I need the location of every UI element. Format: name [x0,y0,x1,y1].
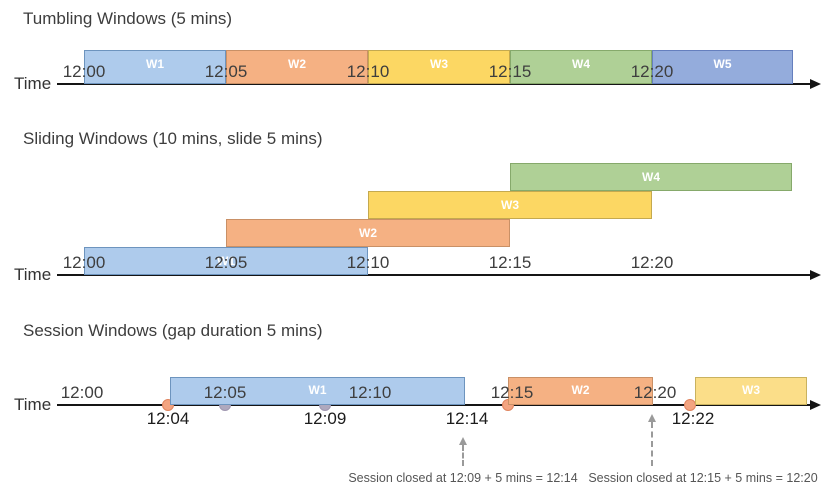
tick-label: 12:10 [348,383,392,402]
window-box-w4: W4 [510,50,652,84]
session-close-note: Session closed at 12:15 + 5 mins = 12:20 [588,471,818,485]
window-box-w1: W1 [170,377,465,405]
window-label: W1 [217,254,235,268]
tick-label: 12:20 [630,253,674,272]
window-box-w3: W3 [368,50,510,84]
window-label: W3 [430,57,448,71]
time-axis-line [57,83,810,85]
window-label: W4 [572,57,590,71]
event-time-label: 12:09 [303,409,347,428]
axis-arrowhead-icon [810,270,821,280]
tick-label: 12:05 [204,62,248,81]
tick-label: 12:00 [60,383,104,402]
tick-label: 12:20 [630,62,674,81]
window-box-w5: W5 [652,50,793,84]
window-box-w4: W4 [510,163,792,191]
event-dot [684,399,696,411]
tick-label: 12:10 [346,253,390,272]
window-label: W2 [288,57,306,71]
window-label: W1 [146,57,164,71]
window-label: W1 [308,383,327,397]
event-time-label: 12:22 [671,409,715,428]
time-axis-line [57,404,810,406]
time-axis-line [57,274,810,276]
time-axis-label: Time [14,74,52,93]
tick-label: 12:15 [488,253,532,272]
window-box-w2: W2 [508,377,653,405]
session-title: Session Windows (gap duration 5 mins) [23,321,323,340]
tick-label: 12:00 [62,62,106,81]
event-time-label: 12:14 [445,409,489,428]
tick-label: 12:15 [490,383,534,402]
window-box-w2: W2 [226,219,510,247]
window-box-w1: W1 [84,247,368,275]
tick-label: 12:05 [204,253,248,272]
tick-label: 12:05 [203,383,247,402]
window-box-w3: W3 [368,191,652,219]
session-close-arrow-head [459,437,467,445]
time-axis-label: Time [14,265,52,284]
window-box-w1: W1 [84,50,226,84]
window-label: W5 [713,57,732,71]
session-close-note: Session closed at 12:09 + 5 mins = 12:14 [348,471,578,485]
tumbling-title: Tumbling Windows (5 mins) [23,9,233,28]
axis-arrowhead-icon [810,400,821,410]
event-time-label: 12:04 [146,409,190,428]
window-box-w3: W3 [695,377,807,405]
window-box-w2: W2 [226,50,368,84]
window-label: W3 [501,198,519,212]
window-label: W2 [571,383,590,397]
sliding-title: Sliding Windows (10 mins, slide 5 mins) [23,129,323,148]
window-label: W2 [359,226,377,240]
window-label: W3 [742,383,760,397]
tick-label: 12:10 [346,62,390,81]
time-axis-label: Time [14,395,52,414]
tick-label: 12:20 [633,383,677,402]
session-close-arrow-head [648,414,656,422]
axis-arrowhead-icon [810,79,821,89]
window-label: W4 [642,170,660,184]
session-close-arrow-line [651,422,653,466]
session-close-arrow-line [462,445,464,466]
tick-label: 12:00 [62,253,106,272]
tick-label: 12:15 [488,62,532,81]
